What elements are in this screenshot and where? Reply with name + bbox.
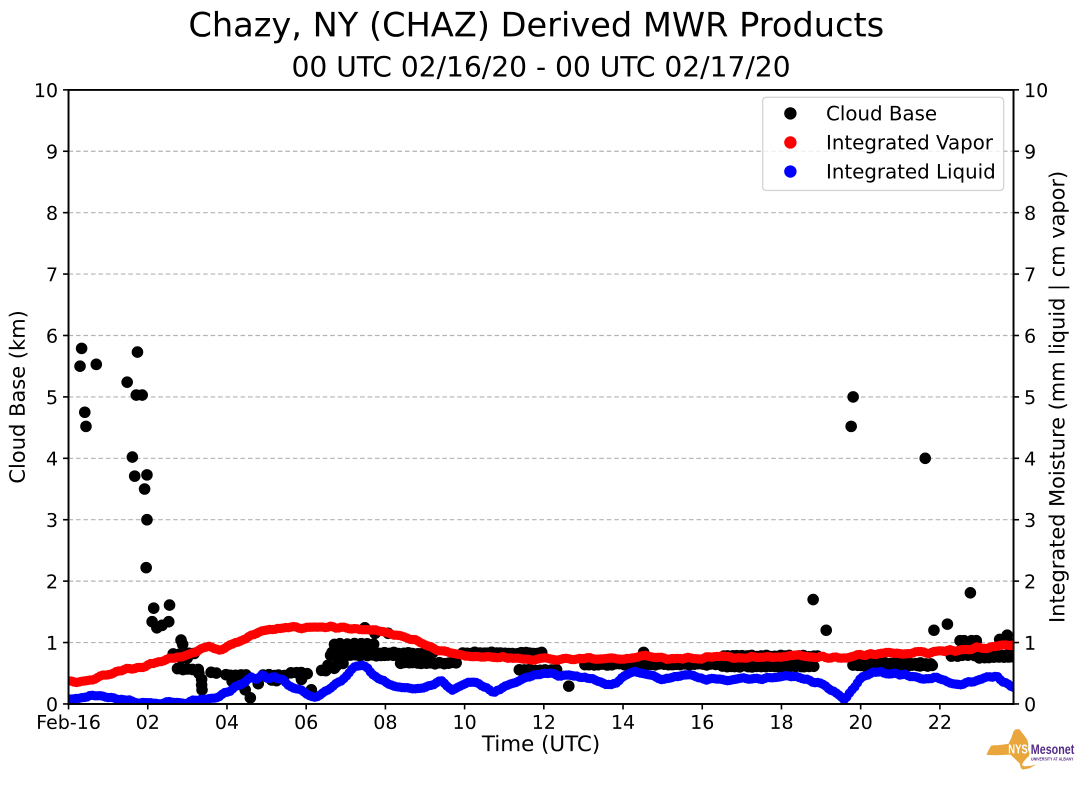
svg-text:NYS: NYS — [1008, 741, 1028, 756]
svg-text:Mesonet: Mesonet — [1031, 742, 1075, 757]
svg-text:UNIVERSITY AT ALBANY: UNIVERSITY AT ALBANY — [1031, 756, 1074, 761]
